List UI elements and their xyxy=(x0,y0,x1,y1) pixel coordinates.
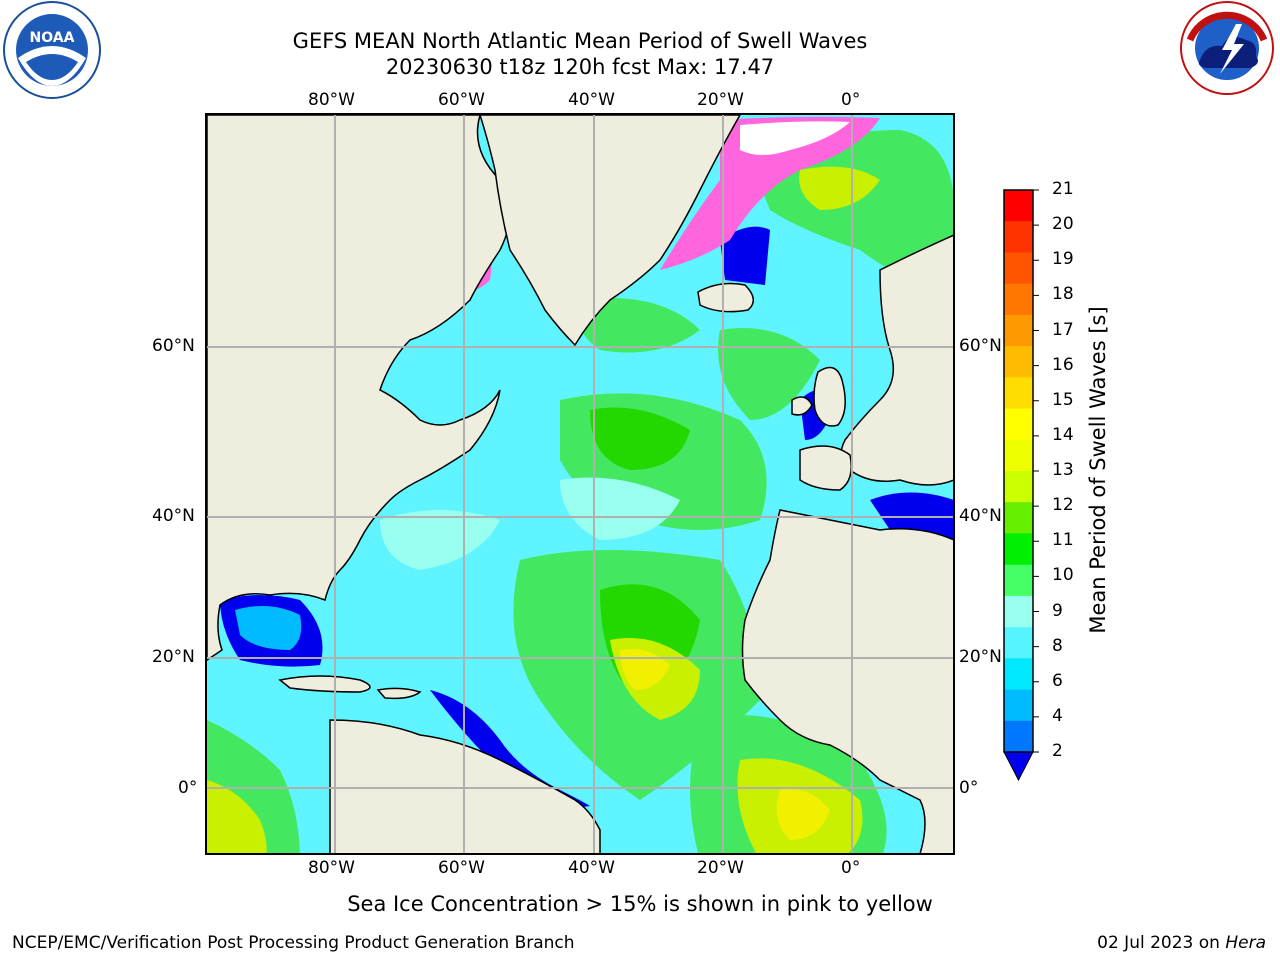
lon-label-top: 40°W xyxy=(568,90,615,110)
colorbar-title: Mean Period of Swell Waves [s] xyxy=(1086,306,1110,634)
colorbar-tick-label: 6 xyxy=(1052,670,1063,691)
colorbar-segment xyxy=(1004,252,1033,285)
colorbar-segment xyxy=(1004,564,1033,597)
graticule xyxy=(207,115,954,854)
lat-label-left: 40°N xyxy=(152,506,195,526)
colorbar-segment xyxy=(1004,502,1033,534)
colorbar-segment xyxy=(1004,314,1033,347)
lon-label-top: 80°W xyxy=(308,90,355,110)
lat-label-right: 60°N xyxy=(959,336,1002,356)
noaa-logo-text: NOAA xyxy=(30,30,75,46)
colorbar-tick-label: 15 xyxy=(1052,389,1074,410)
colorbar-tick-label: 17 xyxy=(1052,319,1074,340)
colorbar-tick-label: 18 xyxy=(1052,284,1074,305)
noaa-logo-icon: NOAA xyxy=(3,1,101,99)
colorbar-tick-label: 20 xyxy=(1052,214,1074,235)
lon-label-top: 20°W xyxy=(697,90,744,110)
colorbar xyxy=(1003,189,1039,782)
colorbar-segment xyxy=(1004,627,1033,659)
colorbar-extend-triangle xyxy=(1003,751,1034,782)
lon-label-bottom: 0° xyxy=(841,858,861,878)
colorbar-segment xyxy=(1004,377,1033,410)
colorbar-segment xyxy=(1004,221,1033,253)
land xyxy=(207,115,954,854)
lat-label-left: 0° xyxy=(178,778,198,798)
colorbar-segment xyxy=(1004,689,1033,722)
lon-label-bottom: 60°W xyxy=(438,858,485,878)
colorbar-tick-label: 16 xyxy=(1052,354,1074,375)
colorbar-tick-label: 19 xyxy=(1052,249,1074,270)
lon-label-top: 60°W xyxy=(438,90,485,110)
colorbar-tick-label: 11 xyxy=(1052,530,1074,551)
colorbar-tick-label: 14 xyxy=(1052,424,1074,445)
chart-title: GEFS MEAN North Atlantic Mean Period of … xyxy=(292,29,868,53)
colorbar-tick-label: 4 xyxy=(1052,705,1063,726)
colorbar-segment xyxy=(1004,471,1033,503)
footer-host: Hera xyxy=(1225,933,1266,953)
colorbar-tick-label: 12 xyxy=(1052,495,1074,516)
colorbar-segment xyxy=(1004,346,1033,378)
colorbar-tick-label: 8 xyxy=(1052,635,1063,656)
lat-label-right: 0° xyxy=(959,778,979,798)
colorbar-segment xyxy=(1004,408,1033,441)
colorbar-segment xyxy=(1004,283,1033,316)
colorbar-segment xyxy=(1004,658,1033,691)
colorbar-tick-label: 10 xyxy=(1052,565,1074,586)
lon-label-bottom: 80°W xyxy=(308,858,355,878)
colorbar-segment xyxy=(1004,533,1033,566)
lon-label-bottom: 20°W xyxy=(697,858,744,878)
colorbar-segment xyxy=(1004,595,1033,628)
colorbar-segment xyxy=(1004,720,1033,753)
map-plot-area xyxy=(207,115,954,854)
colorbar-tick-label: 21 xyxy=(1052,179,1074,199)
lon-label-bottom: 40°W xyxy=(568,858,615,878)
chart-subtitle: 20230630 t18z 120h fcst Max: 17.47 xyxy=(385,55,775,79)
lon-label-top: 0° xyxy=(841,90,861,110)
footer-credit: NCEP/EMC/Verification Post Processing Pr… xyxy=(12,933,575,953)
footer-date: 02 Jul 2023 on Hera xyxy=(1097,933,1266,953)
map-frame xyxy=(205,113,955,855)
colorbar-tick-label: 13 xyxy=(1052,460,1074,480)
colorbar-segment xyxy=(1004,439,1033,472)
lat-label-left: 60°N xyxy=(152,336,195,356)
nws-logo-icon xyxy=(1180,1,1274,95)
lat-label-right: 40°N xyxy=(959,506,1002,526)
colorbar-tick-label: 9 xyxy=(1052,600,1063,621)
colorbar-segment xyxy=(1004,190,1033,222)
colorbar-frame xyxy=(1003,189,1034,753)
lat-label-right: 20°N xyxy=(959,647,1002,667)
colorbar-tick-label: 2 xyxy=(1052,741,1063,761)
lat-label-left: 20°N xyxy=(152,647,195,667)
footer-date-text: 02 Jul 2023 on xyxy=(1097,933,1220,953)
sea-ice-note: Sea Ice Concentration > 15% is shown in … xyxy=(347,892,933,916)
